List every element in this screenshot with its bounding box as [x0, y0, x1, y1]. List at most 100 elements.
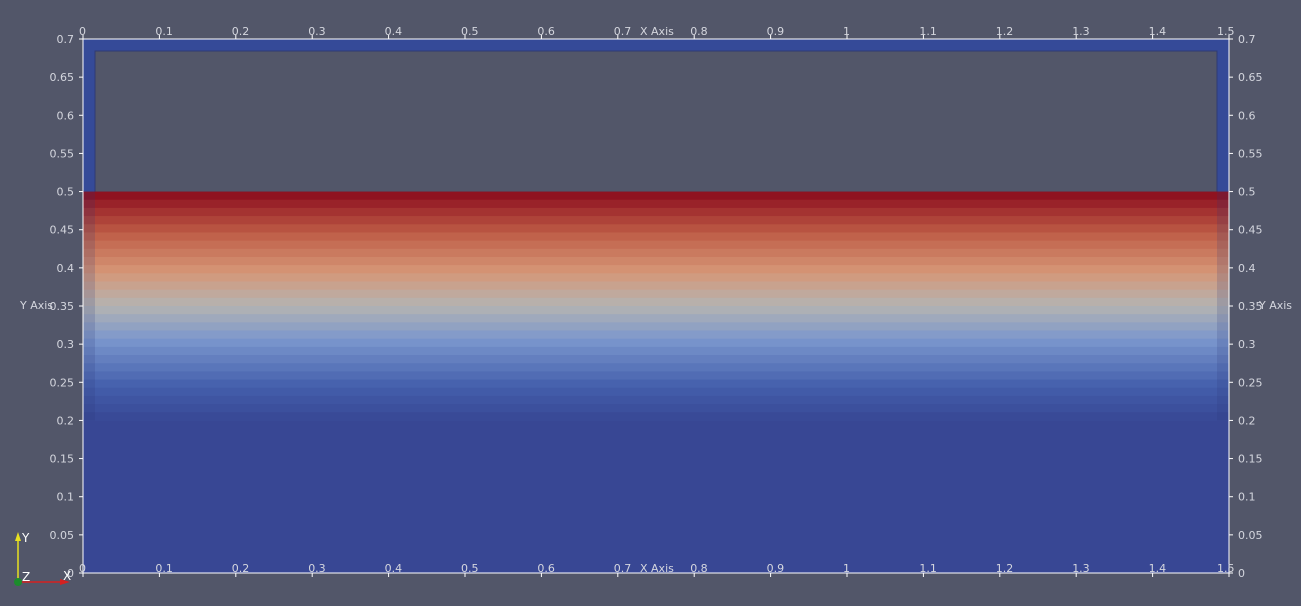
scalar-field [83, 191, 1229, 422]
field-band [83, 281, 1229, 291]
y-tick-label: 0.6 [57, 109, 75, 122]
y-tick-label: 0.45 [1238, 224, 1263, 237]
x-tick-label: 1.1 [919, 562, 937, 575]
y-tick-label: 0.05 [1238, 529, 1263, 542]
y-tick-label: 0.2 [57, 414, 75, 427]
field-band [83, 232, 1229, 242]
x-tick-label: 0.4 [385, 25, 403, 38]
x-tick-label: 1.2 [996, 25, 1014, 38]
field-band [83, 346, 1229, 356]
y-axis-left: 0 0.05 0.1 0.15 0.2 0.25 0.3 0.35 0.4 0.45 0.5 0.55… [50, 33, 83, 580]
frame-side-shade [83, 191, 95, 421]
orientation-y-label: Y [21, 531, 30, 545]
x-tick-label: 1.1 [919, 25, 937, 38]
x-tick-label: 0.2 [232, 25, 250, 38]
y-tick-label: 0.45 [50, 224, 75, 237]
x-tick-label: 1.5 [1217, 25, 1235, 38]
x-tick-label: 0.9 [767, 25, 785, 38]
x-tick-label: 0.8 [690, 25, 708, 38]
y-tick-label: 0.35 [50, 300, 75, 313]
x-tick-label: 0.5 [461, 562, 479, 575]
x-tick-label: 1 [843, 562, 850, 575]
field-band [83, 306, 1229, 315]
field-band [83, 322, 1229, 332]
y-tick-label: 0.25 [1238, 376, 1263, 389]
y-tick-label: 0 [67, 567, 74, 580]
field-band [83, 273, 1229, 283]
x-tick-label: 0.1 [155, 562, 173, 575]
x-tick-label: 0 [79, 562, 86, 575]
x-axis-top: 0 0.1 0.2 0.3 0.4 0.5 0.6 0.7 0.8 0.9 1 1.1 1.2 1.3 1.… [79, 25, 1235, 39]
field-band [83, 330, 1229, 340]
y-axis-title-right: Y Axis [1258, 299, 1292, 312]
y-axis-title-left: Y Axis [19, 299, 53, 312]
y-tick-label: 0.15 [50, 453, 75, 466]
x-tick-label: 1 [843, 25, 850, 38]
empty-region [94, 50, 1218, 193]
y-tick-label: 0.4 [1238, 262, 1256, 275]
y-tick-label: 0.4 [57, 262, 75, 275]
field-band [83, 404, 1229, 413]
field-band [83, 240, 1229, 250]
orientation-z-label: Z [22, 570, 30, 584]
x-tick-label: 1.4 [1149, 25, 1167, 38]
cold-region [83, 421, 1229, 573]
x-tick-label: 0.7 [614, 562, 632, 575]
x-tick-label: 1.3 [1072, 25, 1090, 38]
field-band [83, 371, 1229, 381]
x-tick-label: 1.3 [1072, 562, 1090, 575]
y-tick-label: 0.55 [1238, 147, 1263, 160]
x-tick-label: 0.4 [385, 562, 403, 575]
field-band [83, 355, 1229, 364]
x-tick-label: 0.6 [537, 562, 555, 575]
y-tick-label: 0.15 [1238, 453, 1263, 466]
x-tick-label: 0 [79, 25, 86, 38]
orientation-x-label: X [63, 569, 71, 583]
y-tick-label: 0.65 [1238, 71, 1263, 84]
x-tick-label: 0.2 [232, 562, 250, 575]
x-axis-title-bottom: X Axis [640, 562, 674, 575]
x-tick-label: 0.7 [614, 25, 632, 38]
orientation-axes: Y Z X [14, 531, 71, 586]
y-tick-label: 0.3 [57, 338, 75, 351]
field-band [83, 199, 1229, 209]
x-axis-title-top: X Axis [640, 25, 674, 38]
field-band [83, 216, 1229, 225]
field-band [83, 289, 1229, 299]
y-tick-label: 0 [1238, 567, 1245, 580]
field-band [83, 297, 1229, 307]
y-tick-label: 0.7 [1238, 33, 1256, 46]
x-axis-bottom: 0 0.1 0.2 0.3 0.4 0.5 0.6 0.7 0.8 0.9 1 1.1 1.2 1.3 1.… [79, 562, 1235, 577]
y-tick-label: 0.7 [57, 33, 75, 46]
x-tick-label: 0.1 [155, 25, 173, 38]
y-tick-label: 0.5 [1238, 186, 1256, 199]
y-tick-label: 0.1 [1238, 491, 1256, 504]
y-tick-label: 0.3 [1238, 338, 1256, 351]
field-band [83, 412, 1229, 422]
field-band [83, 191, 1229, 201]
x-tick-label: 0.6 [537, 25, 555, 38]
y-tick-label: 0.1 [57, 491, 75, 504]
y-tick-label: 0.6 [1238, 109, 1256, 122]
field-band [83, 248, 1229, 258]
field-band [83, 363, 1229, 372]
y-tick-label: 0.5 [57, 186, 75, 199]
x-tick-label: 0.3 [308, 562, 326, 575]
field-band [83, 395, 1229, 405]
field-band [83, 387, 1229, 397]
x-tick-label: 1.4 [1149, 562, 1167, 575]
y-tick-label: 0.65 [50, 71, 75, 84]
y-tick-label: 0.55 [50, 147, 75, 160]
field-band [83, 207, 1229, 217]
field-band [83, 379, 1229, 389]
x-tick-label: 1.5 [1217, 562, 1235, 575]
y-tick-label: 0.35 [1238, 300, 1263, 313]
y-axis-right: 0 0.05 0.1 0.15 0.2 0.25 0.3 0.35 0.4 0.45 0.5 0.55… [1229, 33, 1263, 580]
field-band [83, 224, 1229, 234]
frame-side-shade [1217, 191, 1229, 421]
y-tick-label: 0.05 [50, 529, 75, 542]
field-band [83, 338, 1229, 348]
y-tick-label: 0.2 [1238, 414, 1256, 427]
x-tick-label: 1.2 [996, 562, 1014, 575]
